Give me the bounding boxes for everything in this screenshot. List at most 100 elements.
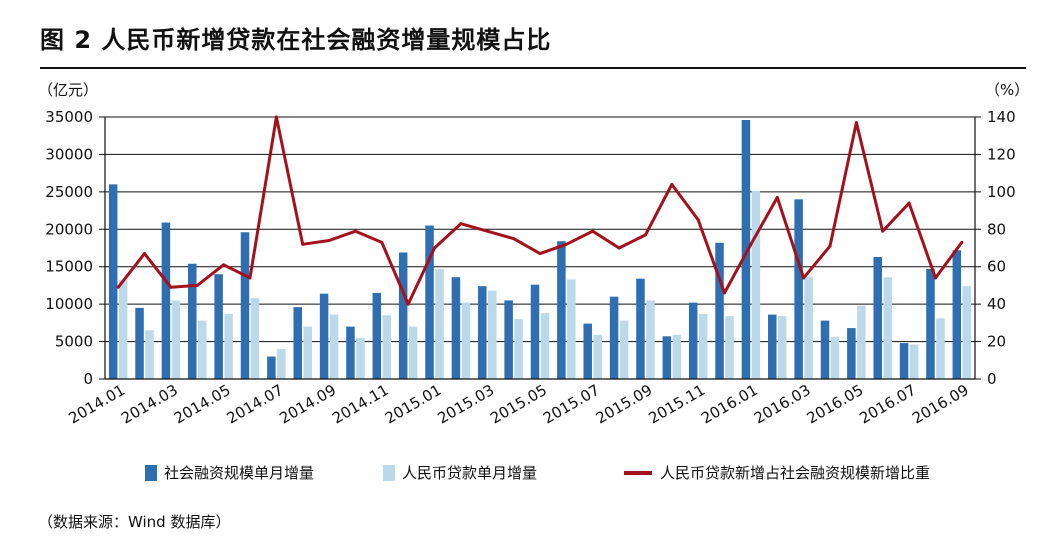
x-tick-label: 2015.11: [645, 381, 708, 428]
legend-label-rmb-loans: 人民币贷款单月增量: [402, 464, 537, 482]
bar-social-financing: [478, 286, 487, 379]
bar-social-financing: [715, 242, 724, 379]
bar-social-financing: [267, 356, 276, 379]
bar-rmb-loans: [883, 277, 892, 379]
ratio-point: [696, 218, 700, 222]
bar-rmb-loans: [725, 316, 734, 379]
bar-social-financing: [741, 119, 751, 379]
bar-rmb-loans: [461, 302, 471, 379]
bar-rmb-loans: [435, 268, 444, 379]
y-right-tick-label: 20: [987, 333, 1006, 351]
gridlines: [105, 116, 975, 343]
title-divider: [40, 67, 1026, 69]
ratio-point: [222, 263, 226, 267]
bar-social-financing: [214, 274, 223, 379]
bar-rmb-loans: [488, 290, 497, 379]
bar-rmb-loans: [962, 286, 972, 379]
x-tick-label: 2014.09: [276, 381, 339, 428]
bar-rmb-loans: [567, 279, 576, 379]
y-right-tick-label: 60: [987, 258, 1006, 276]
x-tick-label: 2015.09: [593, 381, 656, 428]
x-tick-label: 2015.01: [382, 381, 445, 428]
y-left-tick-label: 20000: [45, 220, 93, 238]
bar-rmb-loans: [514, 319, 523, 379]
y-left-tick-label: 30000: [45, 145, 93, 163]
bar-rmb-loans: [171, 300, 181, 379]
bar-rmb-loans: [857, 305, 866, 379]
bar-rmb-loans: [277, 349, 286, 379]
y-right-tick-label: 40: [987, 295, 1006, 313]
x-tick-label: 2016.05: [804, 381, 867, 428]
bar-rmb-loans: [619, 320, 629, 379]
bar-rmb-loans: [778, 316, 787, 379]
y-axis-right-label: （%）: [985, 81, 1029, 99]
legend: 社会融资规模单月增量 人民币贷款单月增量 人民币贷款新增占社会融资规模新增比重: [145, 464, 930, 482]
ratio-point: [854, 121, 858, 125]
y-left-tick-label: 15000: [45, 258, 93, 276]
bar-social-financing: [135, 307, 144, 379]
line-series: [116, 115, 964, 306]
bar-rmb-loans: [198, 320, 207, 379]
ratio-point: [169, 285, 173, 289]
x-tick-label: 2014.03: [118, 381, 181, 428]
bar-rmb-loans: [303, 326, 312, 379]
ratio-point: [327, 239, 331, 243]
y-right-tick-label: 120: [987, 145, 1016, 163]
ratio-point: [591, 229, 595, 233]
bar-rmb-loans: [382, 315, 392, 379]
y-axis-left-label-text: （亿元）: [38, 81, 98, 99]
ratio-point: [564, 242, 568, 246]
x-tick-label: 2016.03: [751, 381, 814, 428]
bar-rmb-loans: [329, 314, 339, 379]
bar-social-financing: [794, 199, 803, 379]
bar-rmb-loans: [224, 313, 233, 379]
bar-social-financing: [398, 252, 408, 379]
bar-social-financing: [847, 328, 856, 379]
y-left-tick-label: 5000: [55, 333, 93, 351]
y-right-tick-label: 140: [987, 108, 1016, 126]
y-right-tick-label: 80: [987, 220, 1006, 238]
ratio-point: [143, 252, 147, 256]
bar-social-financing: [346, 326, 355, 379]
x-tick-label: 2015.03: [435, 381, 498, 428]
x-tick-label: 2016.07: [856, 381, 919, 428]
y-left-tick-label: 35000: [45, 108, 93, 126]
bar-rmb-loans: [250, 298, 260, 379]
bar-rmb-loans: [145, 330, 154, 379]
y-axis-right-ticks: 0 20 40 60 80 100 120 140: [975, 108, 1016, 388]
bar-social-financing: [530, 284, 540, 379]
ratio-point: [248, 276, 252, 280]
y-right-tick-label: 100: [987, 183, 1016, 201]
bar-social-financing: [820, 320, 830, 379]
bar-rmb-loans: [830, 337, 840, 379]
bar-social-financing: [451, 277, 461, 379]
y-right-tick-label: 0: [987, 370, 997, 388]
y-left-tick-label: 25000: [45, 183, 93, 201]
x-tick-label: 2014.11: [329, 381, 392, 428]
ratio-point: [406, 302, 410, 306]
bar-social-financing: [688, 302, 698, 379]
data-source-note: （数据来源：Wind 数据库）: [38, 513, 231, 531]
bar-social-financing: [188, 263, 197, 379]
ratio-point: [617, 246, 621, 250]
ratio-point: [380, 240, 384, 244]
bar-social-financing: [768, 314, 777, 379]
ratio-point: [433, 246, 437, 250]
ratio-point: [274, 115, 278, 119]
legend-swatch-social-financing: [145, 465, 157, 481]
x-tick-label: 2016.01: [698, 381, 761, 428]
bar-social-financing: [504, 300, 513, 379]
ratio-point: [670, 182, 674, 186]
ratio-point: [485, 229, 489, 233]
ratio-point: [775, 195, 779, 199]
ratio-point: [195, 283, 199, 287]
ratio-point: [301, 242, 305, 246]
bar-rmb-loans: [751, 191, 761, 379]
bar-social-financing: [926, 268, 935, 379]
bar-social-financing: [636, 278, 645, 379]
bar-rmb-loans: [356, 337, 365, 379]
bar-social-financing: [899, 343, 909, 379]
bar-rmb-loans: [118, 280, 128, 379]
bar-rmb-loans: [698, 313, 708, 379]
y-left-tick-label: 10000: [45, 295, 93, 313]
